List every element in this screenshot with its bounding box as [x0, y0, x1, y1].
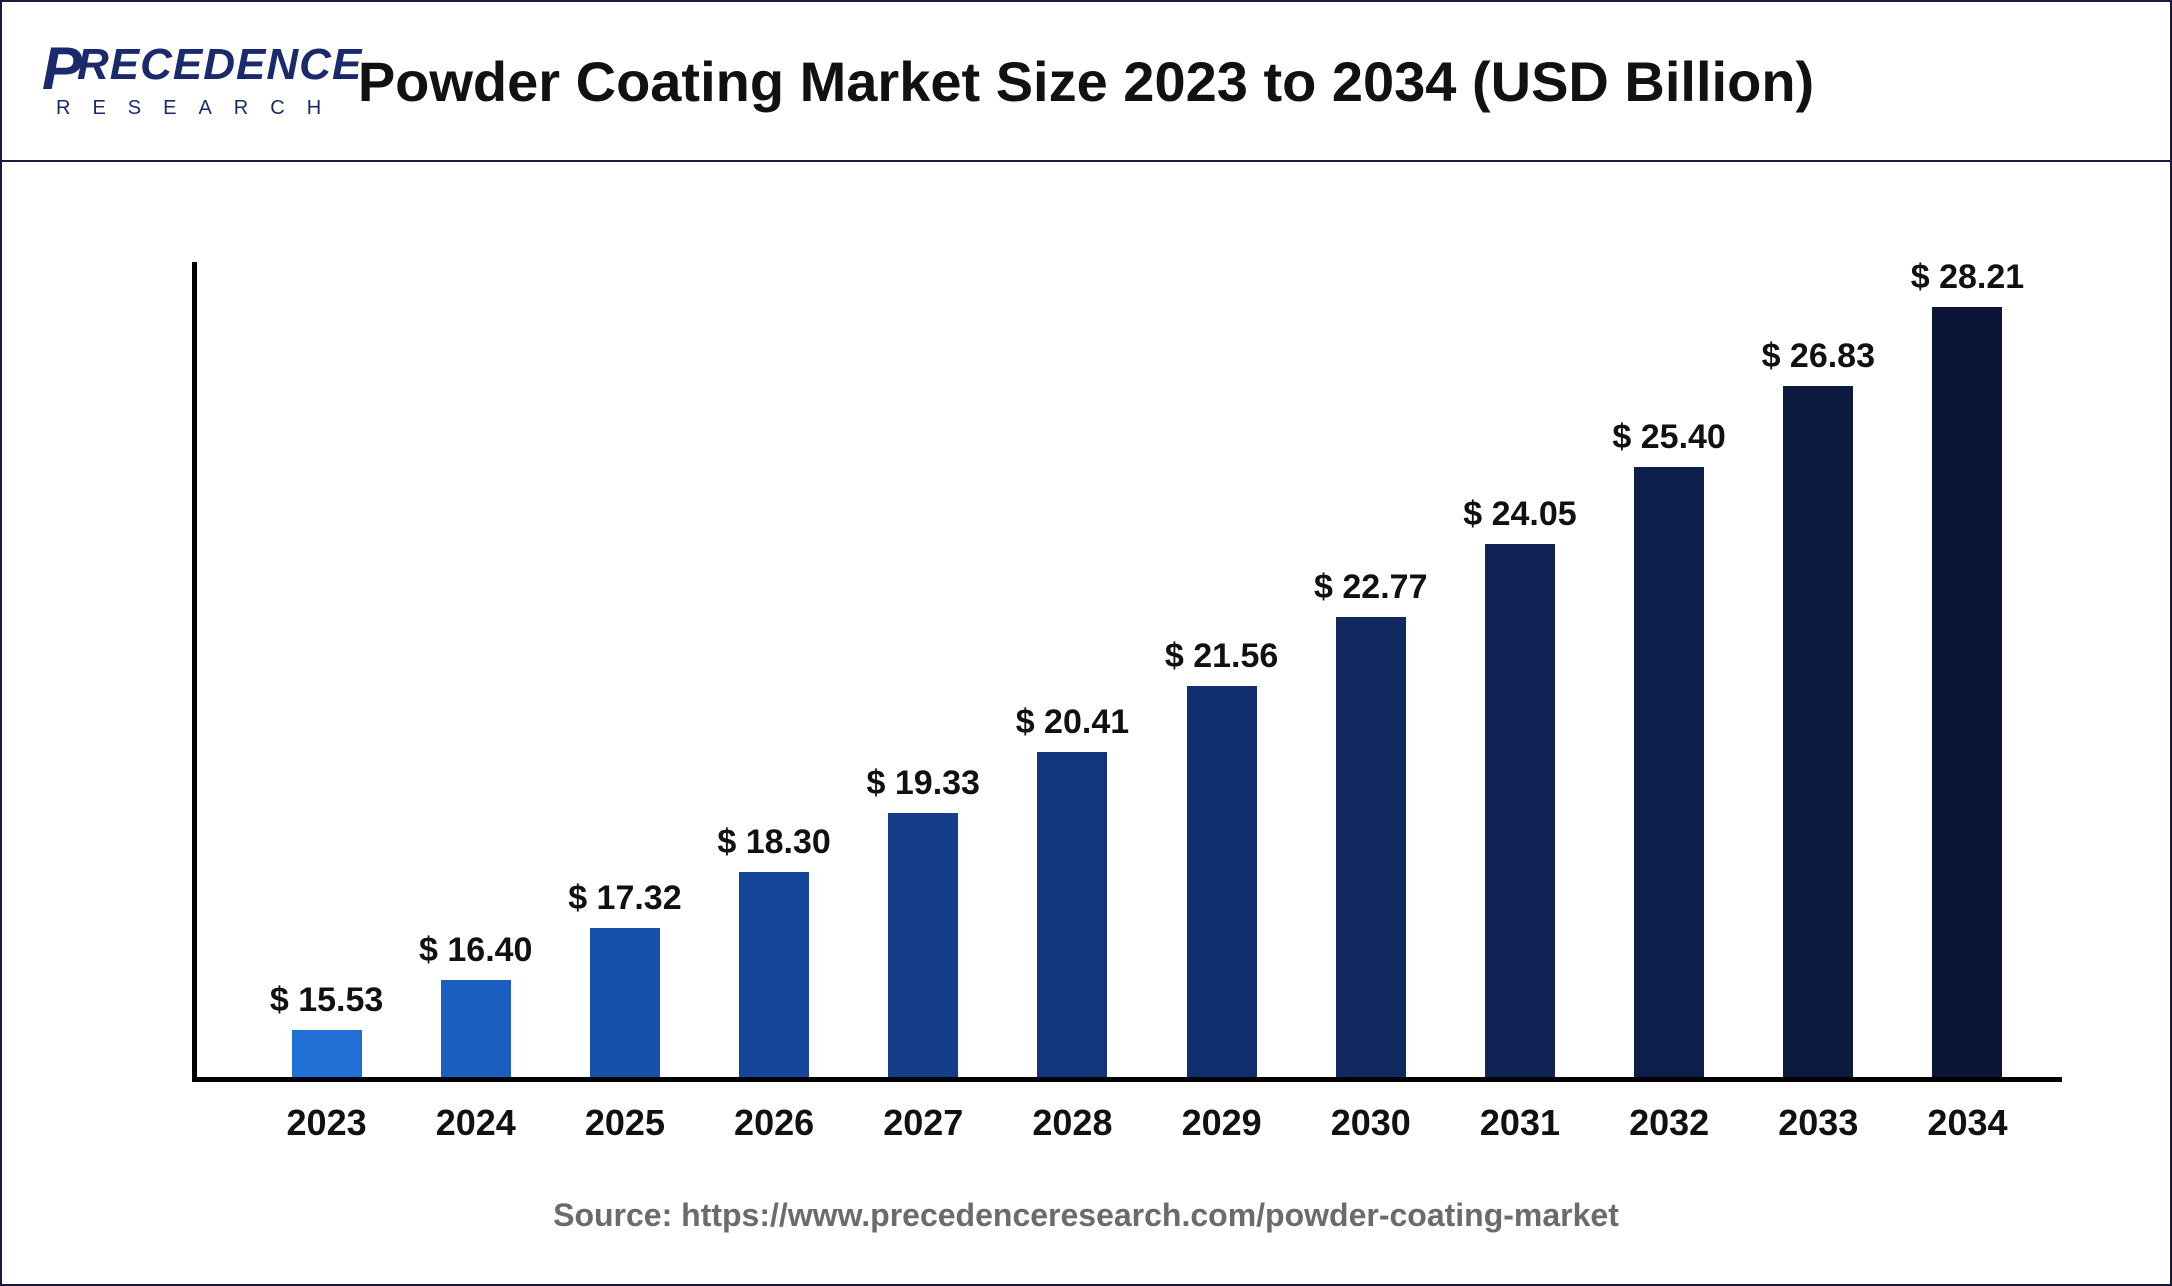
chart-frame: P RECEDENCE RESEARCH Powder Coating Mark… — [0, 0, 2172, 1286]
x-axis-label: 2032 — [1595, 1102, 1744, 1144]
bar-slot: $ 18.30 — [700, 872, 849, 1077]
header: P RECEDENCE RESEARCH Powder Coating Mark… — [2, 2, 2170, 162]
x-axis-label: 2029 — [1147, 1102, 1296, 1144]
x-axis-label: 2024 — [401, 1102, 550, 1144]
bar-value-label: $ 15.53 — [227, 981, 427, 1020]
bar-value-label: $ 21.56 — [1122, 637, 1322, 676]
bar — [590, 928, 660, 1077]
source-text: Source: https://www.precedenceresearch.c… — [2, 1197, 2170, 1234]
x-axis-labels: 2023202420252026202720282029203020312032… — [192, 1102, 2062, 1144]
bar — [1187, 686, 1257, 1077]
bar-slot: $ 25.40 — [1595, 467, 1744, 1077]
brand-logo-word: RECEDENCE — [77, 40, 362, 90]
x-axis-label: 2034 — [1893, 1102, 2042, 1144]
bar — [1336, 617, 1406, 1077]
x-axis — [192, 1077, 2062, 1082]
bar-slot: $ 21.56 — [1147, 686, 1296, 1077]
bar — [1485, 544, 1555, 1077]
bar — [1634, 467, 1704, 1077]
brand-logo: P RECEDENCE RESEARCH — [42, 30, 362, 120]
bar-value-label: $ 25.40 — [1569, 418, 1769, 457]
bar-slot: $ 26.83 — [1744, 386, 1893, 1077]
x-axis-label: 2031 — [1445, 1102, 1594, 1144]
bar — [1932, 307, 2002, 1077]
x-axis-label: 2033 — [1744, 1102, 1893, 1144]
x-axis-label: 2028 — [998, 1102, 1147, 1144]
bar-value-label: $ 22.77 — [1271, 568, 1471, 607]
bar — [739, 872, 809, 1077]
bar-value-label: $ 19.33 — [823, 764, 1023, 803]
x-axis-label: 2023 — [252, 1102, 401, 1144]
bar-value-label: $ 26.83 — [1718, 337, 1918, 376]
bar-slot: $ 22.77 — [1296, 617, 1445, 1077]
bar-value-label: $ 16.40 — [376, 931, 576, 970]
x-axis-label: 2026 — [700, 1102, 849, 1144]
bar-slot: $ 20.41 — [998, 752, 1147, 1077]
bar-slot: $ 19.33 — [849, 813, 998, 1077]
x-axis-label: 2027 — [849, 1102, 998, 1144]
bar-slot: $ 17.32 — [550, 928, 699, 1077]
bar — [888, 813, 958, 1077]
bar-slot: $ 15.53 — [252, 1030, 401, 1077]
x-axis-label: 2030 — [1296, 1102, 1445, 1144]
bar — [1037, 752, 1107, 1077]
bars-container: $ 15.53$ 16.40$ 17.32$ 18.30$ 19.33$ 20.… — [192, 262, 2062, 1077]
bar — [1783, 386, 1853, 1077]
bar — [441, 980, 511, 1077]
brand-logo-p: P — [42, 34, 83, 103]
bar-value-label: $ 18.30 — [674, 823, 874, 862]
bar-value-label: $ 28.21 — [1867, 258, 2067, 297]
bar-slot: $ 16.40 — [401, 980, 550, 1077]
bar-value-label: $ 20.41 — [972, 703, 1172, 742]
bar-value-label: $ 24.05 — [1420, 495, 1620, 534]
bar-value-label: $ 17.32 — [525, 879, 725, 918]
chart-plot-area: $ 15.53$ 16.40$ 17.32$ 18.30$ 19.33$ 20.… — [192, 262, 2062, 1082]
bar — [292, 1030, 362, 1077]
bar-slot: $ 24.05 — [1445, 544, 1594, 1077]
brand-logo-top: P RECEDENCE — [42, 30, 362, 99]
brand-logo-sub: RESEARCH — [56, 97, 362, 120]
bar-slot: $ 28.21 — [1893, 307, 2042, 1077]
x-axis-label: 2025 — [550, 1102, 699, 1144]
